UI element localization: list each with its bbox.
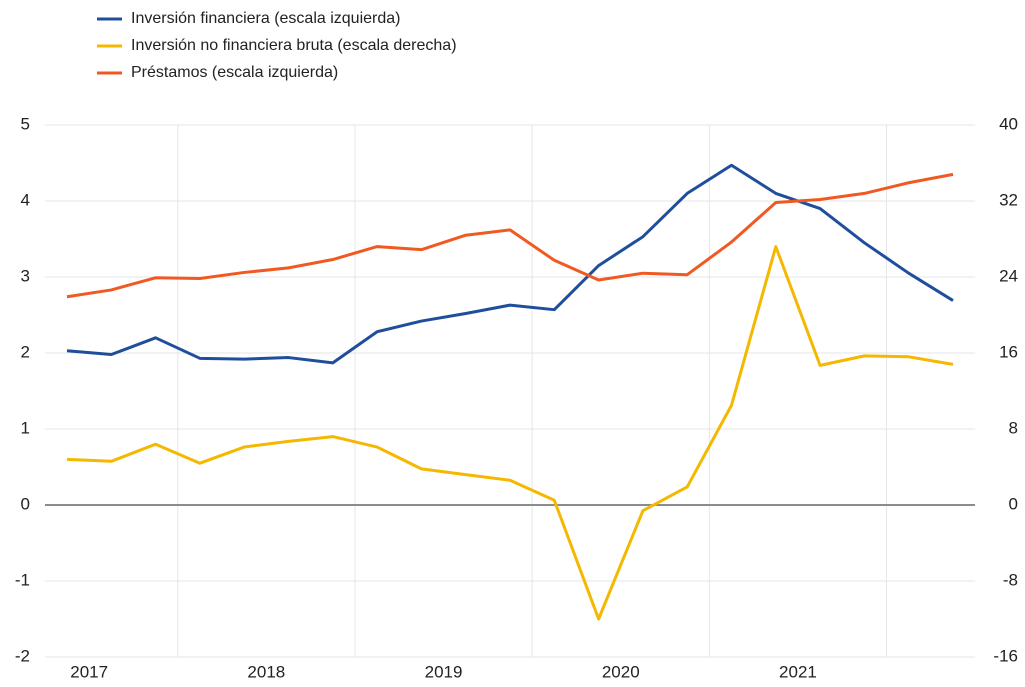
legend-label: Inversión no financiera bruta (escala de… (131, 37, 457, 54)
y-tick-label: -1 (15, 570, 30, 589)
y2-tick-label: -8 (1003, 570, 1018, 589)
legend-label: Préstamos (escala izquierda) (131, 64, 338, 81)
legend-label: Inversión financiera (escala izquierda) (131, 10, 400, 27)
series-line (66, 245, 954, 621)
y2-tick-label: 32 (999, 190, 1018, 209)
y2-tick-label: 0 (1009, 494, 1018, 513)
y2-tick-label: 24 (999, 266, 1018, 285)
x-tick-label: 2021 (779, 662, 817, 681)
y-tick-label: 5 (21, 114, 30, 133)
series-line (66, 172, 954, 299)
y2-tick-label: -16 (993, 646, 1018, 665)
y-tick-label: 1 (21, 418, 30, 437)
y2-tick-label: 40 (999, 114, 1018, 133)
y2-tick-label: 8 (1009, 418, 1018, 437)
y-tick-label: 0 (21, 494, 30, 513)
x-tick-label: 2020 (602, 662, 640, 681)
x-tick-label: 2018 (247, 662, 285, 681)
y-tick-label: 2 (21, 342, 30, 361)
x-tick-label: 2019 (425, 662, 463, 681)
y2-tick-label: 16 (999, 342, 1018, 361)
series-line (66, 163, 954, 365)
x-tick-label: 2017 (70, 662, 108, 681)
y-tick-label: 4 (21, 190, 30, 209)
y-tick-label: -2 (15, 646, 30, 665)
y-tick-label: 3 (21, 266, 30, 285)
